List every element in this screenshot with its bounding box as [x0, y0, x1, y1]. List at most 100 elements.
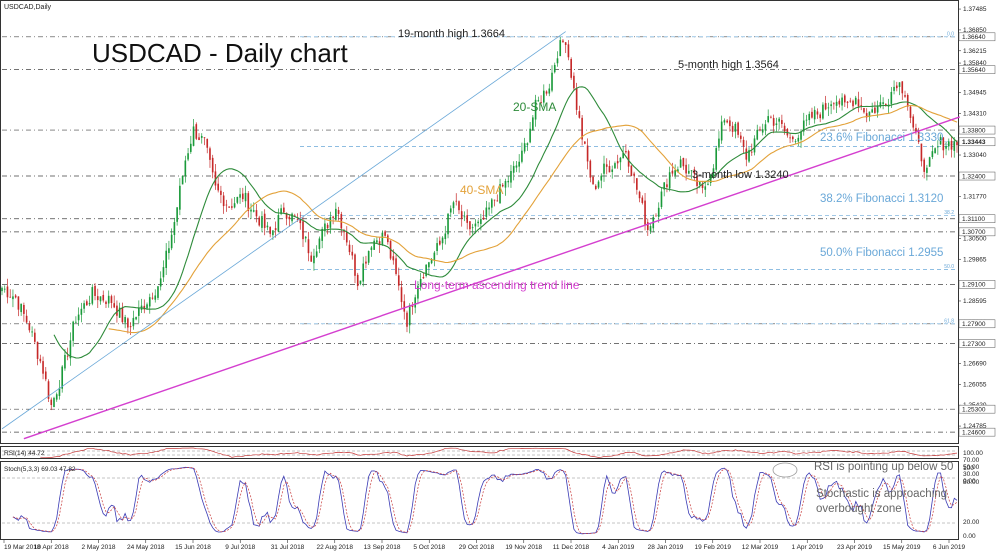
- candle-body: [102, 294, 105, 301]
- rsi-tick-0: 0.00: [963, 478, 976, 485]
- candle-body: [646, 222, 649, 230]
- candle-body: [118, 307, 121, 318]
- candle-body: [849, 100, 852, 102]
- candle-body: [854, 97, 857, 105]
- candle-body: [433, 252, 436, 261]
- candle-body: [198, 137, 200, 141]
- candle-body: [64, 354, 66, 369]
- candle-body: [72, 321, 74, 341]
- candle-body: [521, 150, 523, 162]
- candle-body: [917, 131, 920, 143]
- candle-body: [937, 146, 939, 148]
- candle-body: [677, 169, 679, 172]
- stoch-note-line-1: Stochastic is approaching: [816, 488, 947, 500]
- candle-body: [25, 315, 28, 323]
- candle-body: [28, 323, 31, 331]
- candle-body: [439, 240, 441, 245]
- price-label: 1.33443: [962, 139, 986, 146]
- candle-body: [904, 95, 906, 97]
- annotation-trend-line: Long-term ascending trend line: [414, 278, 580, 292]
- candle-body: [255, 210, 258, 217]
- candle-body: [154, 295, 157, 300]
- candle-body: [384, 231, 386, 236]
- price-axis-tick-label: 1.34945: [963, 89, 987, 96]
- candle-body: [663, 182, 666, 190]
- candle-body: [526, 143, 529, 146]
- candle-body: [395, 258, 397, 274]
- time-axis-tick-label: 15 Jun 2018: [175, 544, 211, 551]
- price-label: 1.29100: [962, 282, 986, 289]
- candle-body: [449, 208, 452, 213]
- candle-body: [594, 185, 597, 189]
- candle-body: [356, 274, 359, 287]
- candle-body: [96, 296, 99, 301]
- candle-body: [726, 120, 728, 123]
- candle-body: [712, 168, 715, 178]
- price-axis-tick-label: 1.29865: [963, 256, 987, 263]
- candle-body: [348, 244, 351, 253]
- candle-body: [778, 118, 780, 122]
- stoch-tick-80: 80.00: [963, 479, 980, 486]
- candle-body: [876, 105, 879, 113]
- candle-body: [562, 40, 564, 43]
- candle-body: [381, 232, 384, 245]
- price-label: 1.27300: [962, 341, 986, 348]
- candle-body: [915, 127, 917, 133]
- candle-body: [808, 113, 811, 121]
- candle-body: [860, 105, 863, 106]
- candle-body: [129, 326, 132, 328]
- candle-body: [753, 138, 756, 153]
- fibonacci-level-label: 0.0: [947, 31, 954, 37]
- candle-body: [94, 285, 96, 296]
- rsi-label: RSI(14) 44.72: [4, 450, 45, 457]
- rsi-tick-70: 70.00: [963, 457, 980, 464]
- price-label-box: [958, 32, 996, 42]
- candle-body: [321, 228, 323, 241]
- candle-body: [258, 217, 261, 226]
- candle-body: [12, 296, 14, 300]
- annotation-fib-382: 38.2% Fibonacci 1.3120: [820, 193, 943, 205]
- candle-body: [619, 157, 622, 163]
- candle-body: [23, 304, 25, 314]
- rsi-tick-50: 50.00: [963, 464, 980, 471]
- candle-body: [559, 40, 562, 57]
- sma-40-line: [108, 104, 958, 334]
- candle-body: [813, 109, 816, 120]
- candle-body: [343, 230, 345, 233]
- candle-body: [58, 387, 61, 396]
- price-label-box: [958, 171, 996, 181]
- candle-body: [263, 213, 266, 228]
- candle-body: [668, 172, 671, 189]
- candle-body: [88, 302, 91, 305]
- candle-body: [272, 230, 274, 236]
- candle-body: [605, 164, 608, 167]
- candle-body: [55, 394, 58, 400]
- candle-body: [165, 250, 168, 268]
- candle-body: [564, 42, 567, 45]
- candle-body: [181, 175, 184, 185]
- candle-body: [575, 88, 578, 110]
- candle-body: [540, 102, 542, 103]
- annotation-3-month-low: 3-month low 1.3240: [692, 169, 789, 181]
- price-label: 1.27900: [962, 321, 986, 328]
- price-axis-tick-label: 1.36850: [963, 27, 987, 34]
- candle-body: [411, 305, 414, 307]
- candle-body: [80, 308, 83, 315]
- price-label: 1.24600: [962, 429, 986, 436]
- price-label: 1.30700: [962, 229, 986, 236]
- stoch-label: Stoch(5,3,3) 69.03 47.82: [4, 466, 76, 473]
- candle-body: [600, 175, 603, 181]
- candle-body: [151, 297, 154, 299]
- candle-body: [313, 255, 315, 264]
- candle-body: [756, 129, 759, 140]
- candle-body: [414, 297, 417, 308]
- candle-body: [17, 296, 20, 310]
- candle-body: [121, 307, 124, 323]
- time-axis-tick-label: 2 May 2018: [82, 544, 116, 551]
- candle-body: [231, 206, 233, 208]
- candle-body: [956, 141, 958, 146]
- candle-body: [616, 161, 619, 164]
- candle-body: [824, 103, 827, 110]
